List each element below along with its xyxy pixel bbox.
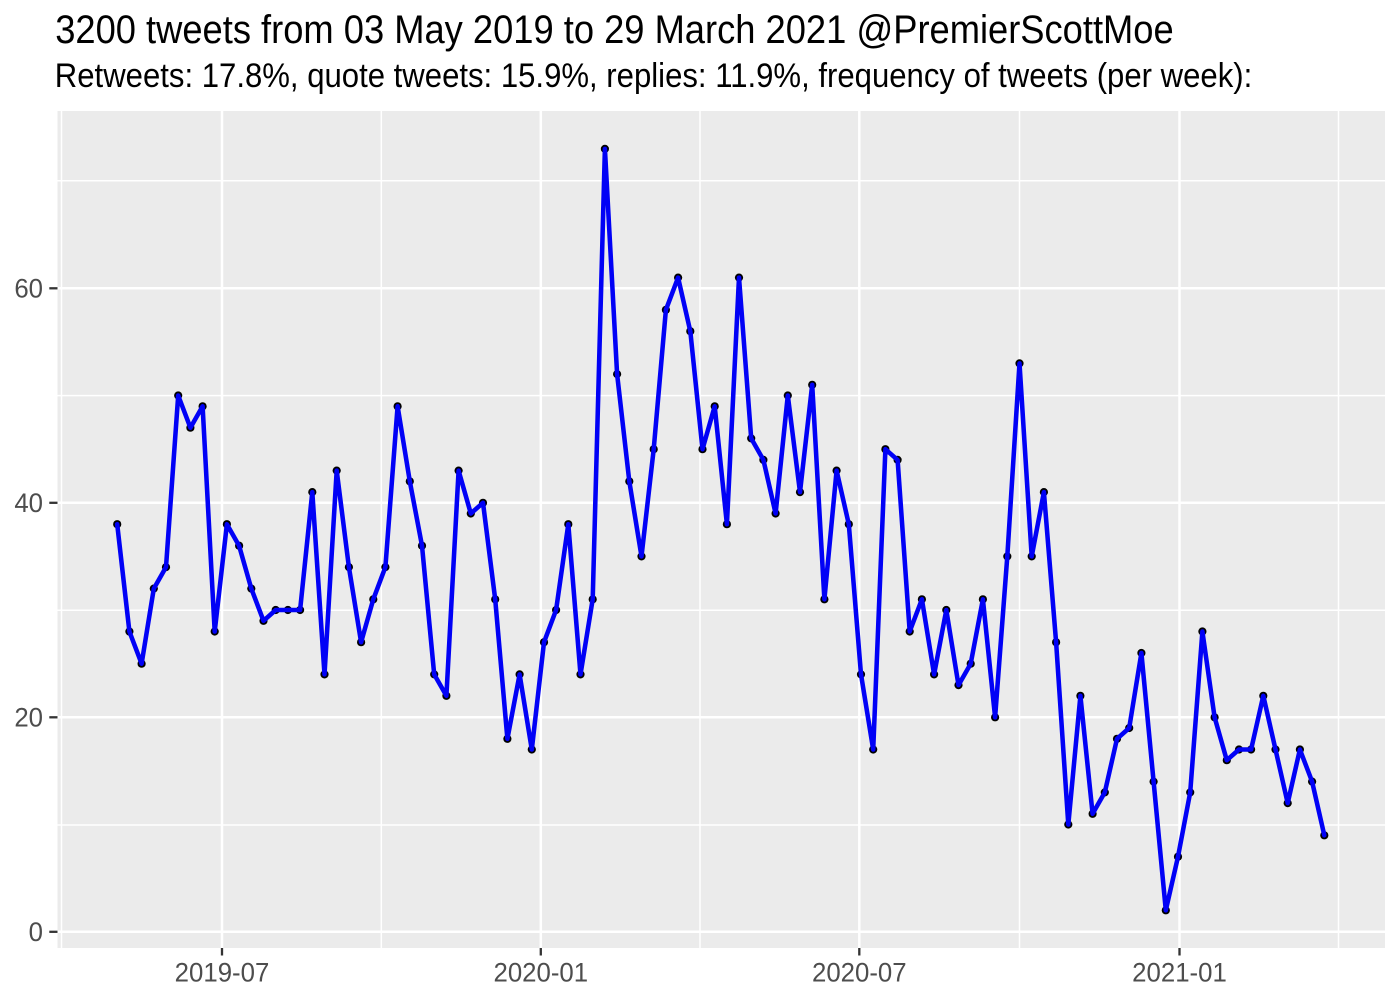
svg-text:Retweets: 17.8%, quote tweets:: Retweets: 17.8%, quote tweets: 15.9%, re… <box>55 57 1252 95</box>
svg-text:3200 tweets from 03 May 2019 t: 3200 tweets from 03 May 2019 to 29 March… <box>55 7 1173 52</box>
svg-text:2019-07: 2019-07 <box>175 957 270 988</box>
svg-text:60: 60 <box>14 273 43 304</box>
svg-text:0: 0 <box>29 916 43 947</box>
svg-text:2020-01: 2020-01 <box>493 957 588 988</box>
svg-text:2021-01: 2021-01 <box>1132 957 1227 988</box>
svg-text:40: 40 <box>14 487 43 518</box>
svg-text:2020-07: 2020-07 <box>812 957 907 988</box>
svg-text:20: 20 <box>14 702 43 733</box>
